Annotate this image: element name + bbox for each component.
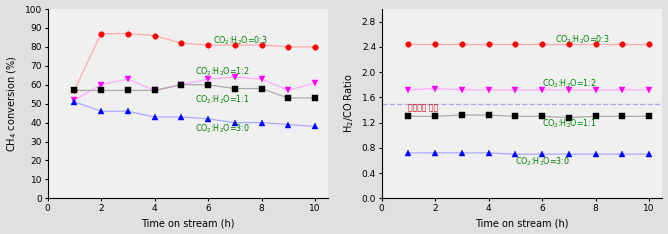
Text: CO$_2$:H$_2$O=3:0: CO$_2$:H$_2$O=3:0 bbox=[515, 155, 570, 168]
Text: CO$_2$:H$_2$O=0:3: CO$_2$:H$_2$O=0:3 bbox=[213, 35, 269, 48]
Text: CO$_2$:H$_2$O=3:0: CO$_2$:H$_2$O=3:0 bbox=[194, 122, 250, 135]
Text: CO$_2$:H$_2$O=1:2: CO$_2$:H$_2$O=1:2 bbox=[542, 77, 597, 90]
X-axis label: Time on stream (h): Time on stream (h) bbox=[475, 219, 568, 228]
X-axis label: Time on stream (h): Time on stream (h) bbox=[141, 219, 234, 228]
Y-axis label: CH$_4$ conversion (%): CH$_4$ conversion (%) bbox=[5, 55, 19, 152]
Text: CO$_2$:H$_2$O=1:1: CO$_2$:H$_2$O=1:1 bbox=[542, 118, 597, 130]
Text: CO$_2$:H$_2$O=1:1: CO$_2$:H$_2$O=1:1 bbox=[194, 94, 250, 106]
Text: CO$_2$:H$_2$O=0:3: CO$_2$:H$_2$O=0:3 bbox=[556, 33, 611, 46]
Text: 당해당도 목표: 당해당도 목표 bbox=[408, 103, 438, 112]
Text: CO$_2$:H$_2$O=1:2: CO$_2$:H$_2$O=1:2 bbox=[194, 65, 250, 78]
Y-axis label: H$_2$/CO Ratio: H$_2$/CO Ratio bbox=[342, 74, 356, 133]
